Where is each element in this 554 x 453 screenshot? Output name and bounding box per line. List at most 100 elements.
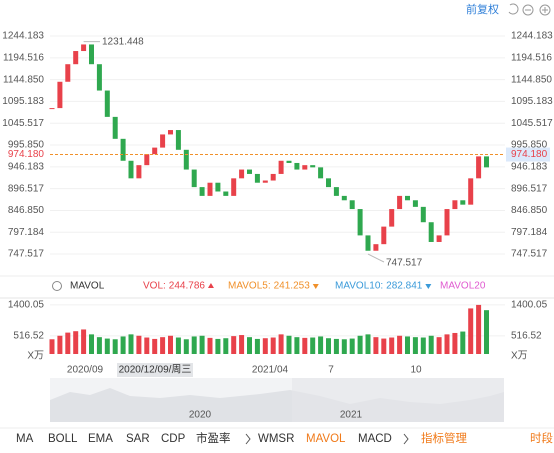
zoom-out-icon[interactable] bbox=[522, 4, 534, 16]
y-tick-label: 995.850 bbox=[511, 140, 548, 151]
zoom-in-icon[interactable] bbox=[539, 4, 551, 16]
y-tick-label: 896.517 bbox=[511, 183, 548, 194]
candle bbox=[175, 130, 181, 150]
candle bbox=[191, 169, 197, 188]
y-tick-label: 1244.183 bbox=[511, 31, 553, 42]
y-tick-label: 846.850 bbox=[511, 205, 548, 216]
indicator-tab[interactable]: MA bbox=[16, 433, 34, 445]
volume-bar bbox=[89, 334, 94, 354]
indicator-tab[interactable]: CDP bbox=[161, 433, 186, 445]
indicator-tab[interactable]: WMSR bbox=[258, 433, 294, 445]
volume-bar bbox=[373, 337, 379, 354]
volume-bar bbox=[357, 335, 363, 354]
toolbar-icons[interactable] bbox=[508, 3, 551, 16]
candle bbox=[112, 116, 118, 139]
settings-icon[interactable] bbox=[52, 281, 62, 291]
indicator-tab[interactable]: MACD bbox=[358, 433, 392, 445]
more-arrow[interactable] bbox=[245, 433, 251, 445]
candle bbox=[412, 200, 418, 207]
indicator-tab[interactable]: BOLL bbox=[48, 433, 78, 445]
candle bbox=[199, 187, 205, 196]
y-tick-label: 1045.517 bbox=[2, 118, 44, 129]
adjust-button[interactable]: 前复权 bbox=[466, 2, 499, 16]
volume-bar bbox=[175, 337, 181, 354]
candle bbox=[333, 187, 339, 196]
y-tick-label: 1400.05 bbox=[8, 300, 45, 311]
candle bbox=[405, 195, 410, 201]
volume-bar bbox=[128, 334, 134, 354]
navigator-year: 2021 bbox=[340, 410, 363, 421]
volume-bar bbox=[183, 339, 189, 354]
volume-bar bbox=[65, 332, 71, 354]
trend-arrow bbox=[312, 284, 319, 289]
volume-bar bbox=[397, 335, 403, 354]
candle bbox=[326, 178, 331, 188]
candle bbox=[341, 195, 347, 201]
candle bbox=[381, 226, 387, 245]
y-tick-label: 1095.183 bbox=[511, 96, 553, 107]
candle bbox=[239, 169, 245, 179]
volume-bar bbox=[57, 335, 63, 354]
y-tick-label: 747.517 bbox=[511, 249, 548, 260]
indicator-tab[interactable]: 指标管理 bbox=[421, 431, 467, 445]
current-price-box bbox=[506, 147, 550, 162]
volume-bar bbox=[168, 335, 173, 354]
volume-bar bbox=[223, 338, 229, 354]
navigator-year: 2020 bbox=[189, 410, 212, 421]
volume-bar bbox=[381, 338, 387, 354]
x-tick-label: 10 bbox=[410, 365, 422, 376]
candle bbox=[223, 191, 229, 196]
indicator-name: MAVOL5: bbox=[228, 281, 271, 292]
volume-bar bbox=[81, 329, 87, 354]
candle bbox=[357, 209, 363, 236]
candle bbox=[294, 162, 300, 170]
candle bbox=[270, 173, 276, 181]
candle bbox=[168, 130, 173, 135]
candle bbox=[349, 200, 355, 210]
indicator-tab[interactable]: 时段 bbox=[530, 431, 553, 445]
indicator-tab[interactable]: EMA bbox=[88, 433, 113, 445]
undo-icon[interactable] bbox=[508, 3, 519, 15]
volume-bar bbox=[191, 336, 197, 354]
indicator-name: MAVOL10: bbox=[335, 281, 383, 292]
trend-arrow bbox=[207, 283, 214, 288]
candle bbox=[120, 138, 126, 161]
candle bbox=[318, 167, 324, 179]
volume-bar bbox=[215, 338, 221, 354]
volume-bar bbox=[112, 339, 118, 354]
indicator-value: 244.786 bbox=[169, 281, 206, 292]
candle bbox=[128, 160, 134, 179]
candle bbox=[247, 169, 252, 174]
volume-bar bbox=[341, 339, 347, 354]
candle bbox=[389, 209, 395, 227]
volume-bar bbox=[262, 338, 268, 354]
candle bbox=[444, 209, 450, 236]
volume-bar bbox=[349, 338, 355, 354]
volume-bar bbox=[136, 335, 142, 354]
volume-bar bbox=[436, 337, 442, 354]
y-tick-label: 946.183 bbox=[8, 161, 45, 172]
indicator-tab[interactable]: 市盈率 bbox=[196, 431, 231, 445]
candle bbox=[89, 44, 94, 65]
volume-bar bbox=[428, 335, 434, 354]
y-tick-label: 896.517 bbox=[8, 183, 45, 194]
volume-bar bbox=[144, 337, 150, 354]
more-arrow[interactable] bbox=[403, 433, 409, 445]
volume-bar bbox=[389, 337, 395, 354]
candle bbox=[452, 200, 458, 210]
candle bbox=[476, 156, 482, 179]
volume-unit: X万 bbox=[27, 351, 44, 362]
indicator-tab[interactable]: SAR bbox=[126, 433, 150, 445]
candle bbox=[262, 180, 268, 183]
x-tick-label: 2021/04 bbox=[252, 365, 289, 376]
volume-bar bbox=[104, 338, 110, 354]
indicator-tab[interactable]: MAVOL bbox=[306, 433, 346, 445]
volume-bar bbox=[231, 336, 237, 354]
volume-bar bbox=[96, 337, 102, 354]
volume-bar bbox=[468, 308, 474, 354]
candle bbox=[49, 108, 55, 110]
candle bbox=[96, 64, 102, 91]
navigator-window[interactable] bbox=[292, 378, 504, 422]
volume-bar bbox=[420, 337, 426, 354]
